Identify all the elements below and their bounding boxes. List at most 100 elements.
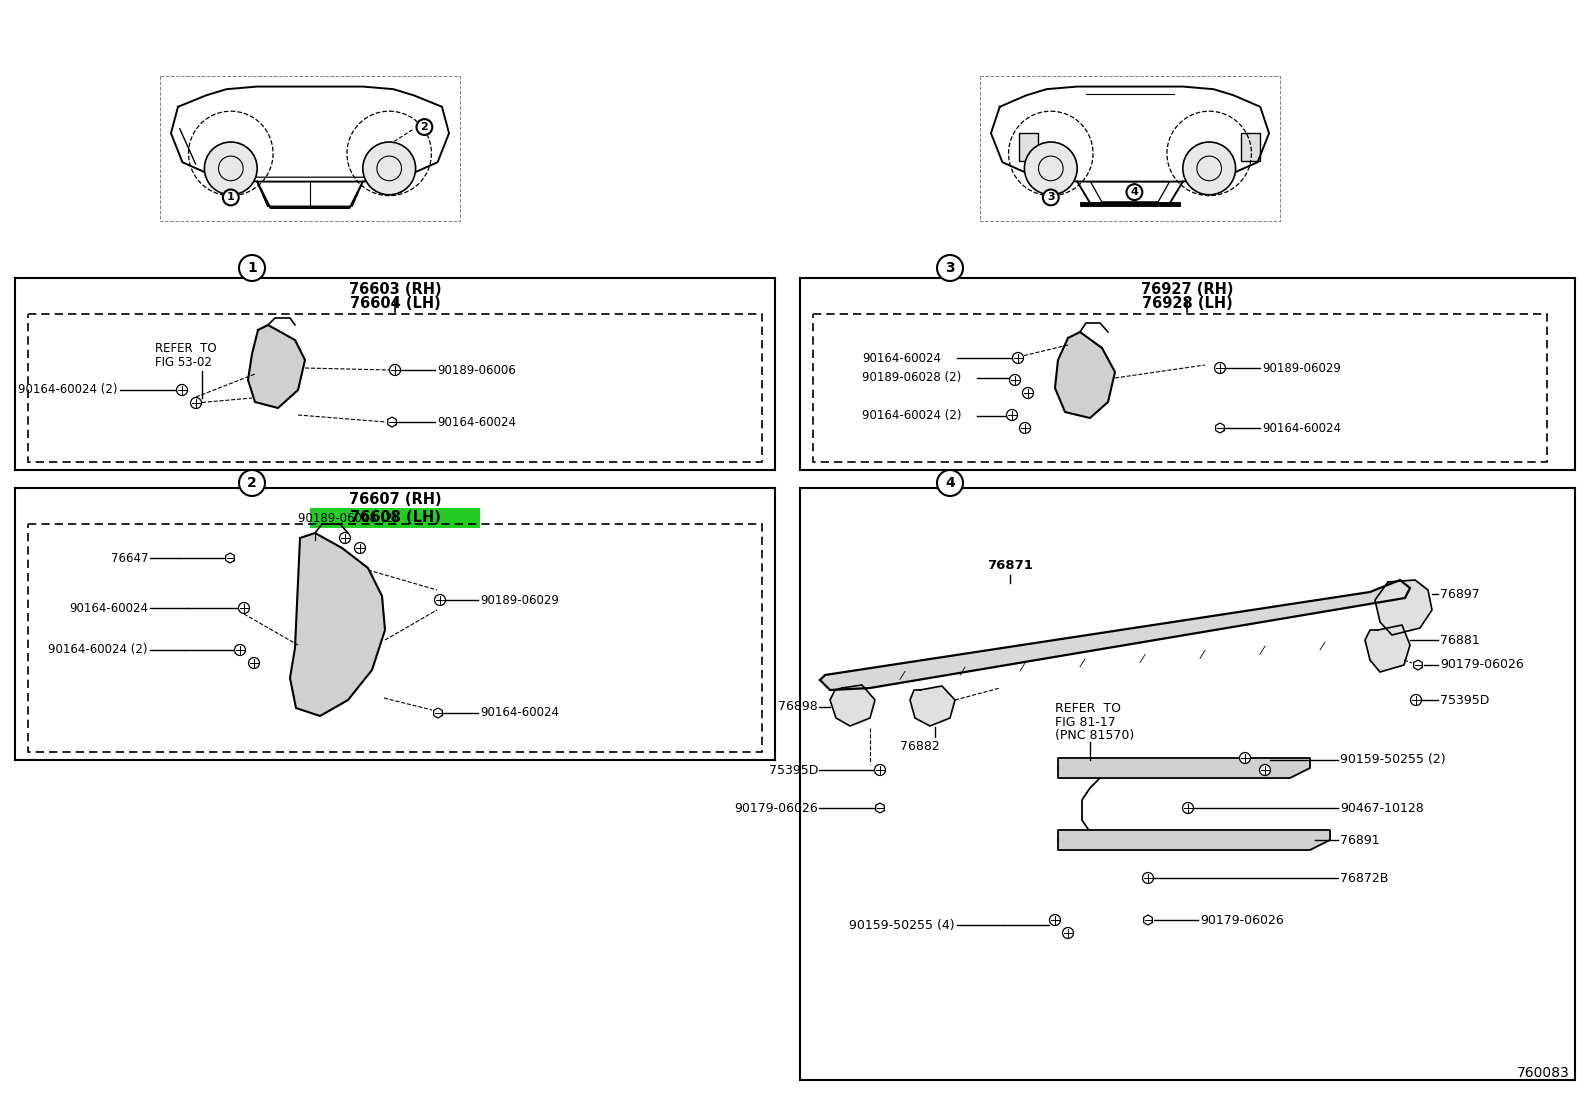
Circle shape <box>1013 353 1024 364</box>
Circle shape <box>938 470 963 496</box>
Text: 76927 (RH): 76927 (RH) <box>1141 281 1234 297</box>
Bar <box>310 508 481 528</box>
Polygon shape <box>1143 915 1153 925</box>
Polygon shape <box>829 685 876 726</box>
Circle shape <box>1183 802 1194 813</box>
Bar <box>1240 133 1261 162</box>
Text: 76928 (LH): 76928 (LH) <box>1141 297 1232 311</box>
Polygon shape <box>1216 423 1224 433</box>
Circle shape <box>1143 873 1154 884</box>
Circle shape <box>874 765 885 776</box>
Circle shape <box>239 255 264 281</box>
Circle shape <box>339 533 350 544</box>
Text: FIG 81-17: FIG 81-17 <box>1055 715 1116 729</box>
Circle shape <box>223 189 239 206</box>
Circle shape <box>938 255 963 281</box>
Circle shape <box>177 385 188 396</box>
Circle shape <box>1127 185 1143 200</box>
Text: 76607 (RH): 76607 (RH) <box>349 491 441 507</box>
Circle shape <box>435 595 446 606</box>
Text: (PNC 81570): (PNC 81570) <box>1055 730 1134 743</box>
Polygon shape <box>433 708 443 718</box>
Text: 90189-06006: 90189-06006 <box>436 364 516 377</box>
Polygon shape <box>290 533 385 717</box>
Circle shape <box>239 470 264 496</box>
Polygon shape <box>388 417 396 428</box>
Circle shape <box>1006 410 1017 421</box>
Text: 76882: 76882 <box>899 740 939 753</box>
Text: 90164-60024 (2): 90164-60024 (2) <box>19 384 118 397</box>
Circle shape <box>1043 189 1059 206</box>
Circle shape <box>1240 753 1250 764</box>
Text: 3: 3 <box>946 260 955 275</box>
Circle shape <box>234 644 245 655</box>
Text: 90189-06028 (2): 90189-06028 (2) <box>861 371 962 385</box>
Text: 4: 4 <box>946 476 955 490</box>
Text: 90189-06028 (2): 90189-06028 (2) <box>298 512 398 525</box>
Text: REFER  TO: REFER TO <box>1055 701 1121 714</box>
Bar <box>29 524 763 752</box>
Bar <box>29 314 763 462</box>
Text: 4: 4 <box>1130 187 1138 197</box>
Circle shape <box>355 543 366 554</box>
Text: 90164-60024: 90164-60024 <box>68 601 148 614</box>
Text: 90164-60024: 90164-60024 <box>436 415 516 429</box>
Circle shape <box>1259 765 1270 776</box>
Polygon shape <box>1414 660 1422 670</box>
Circle shape <box>1215 363 1226 374</box>
Circle shape <box>248 657 259 668</box>
Text: 90159-50255 (4): 90159-50255 (4) <box>850 919 955 932</box>
Text: 76872B: 76872B <box>1340 872 1388 885</box>
Text: 90467-10128: 90467-10128 <box>1340 801 1423 814</box>
Text: 2: 2 <box>420 122 428 132</box>
Polygon shape <box>1055 332 1114 418</box>
Text: 1: 1 <box>228 192 234 202</box>
Bar <box>1019 133 1038 162</box>
Text: 90189-06029: 90189-06029 <box>1262 362 1340 375</box>
Circle shape <box>363 142 416 195</box>
Circle shape <box>1183 142 1235 195</box>
Text: 2: 2 <box>247 476 256 490</box>
Polygon shape <box>911 686 955 726</box>
Circle shape <box>1022 388 1033 399</box>
Polygon shape <box>1059 758 1310 778</box>
Polygon shape <box>226 553 234 563</box>
Polygon shape <box>1364 625 1411 671</box>
Text: 1: 1 <box>247 260 256 275</box>
Text: 760083: 760083 <box>1517 1066 1570 1080</box>
Text: 90164-60024: 90164-60024 <box>861 352 941 365</box>
Circle shape <box>1024 142 1078 195</box>
Text: 3: 3 <box>1048 192 1054 202</box>
Polygon shape <box>876 803 884 813</box>
Circle shape <box>1009 375 1020 386</box>
Circle shape <box>1411 695 1422 706</box>
Text: 90164-60024: 90164-60024 <box>1262 422 1340 434</box>
Polygon shape <box>820 580 1411 690</box>
Circle shape <box>417 119 433 135</box>
Polygon shape <box>248 325 306 408</box>
Text: 76871: 76871 <box>987 559 1033 571</box>
Bar <box>814 314 1547 462</box>
Text: 90179-06026: 90179-06026 <box>734 801 818 814</box>
Text: 76608 (LH): 76608 (LH) <box>350 511 441 525</box>
Text: 90164-60024: 90164-60024 <box>481 707 559 720</box>
Circle shape <box>191 398 202 409</box>
Text: 90179-06026: 90179-06026 <box>1441 658 1524 671</box>
Circle shape <box>1062 928 1073 939</box>
Text: 76647: 76647 <box>110 552 148 565</box>
Polygon shape <box>1375 580 1431 635</box>
Circle shape <box>1019 422 1030 433</box>
Text: 76897: 76897 <box>1441 588 1479 600</box>
Text: 90179-06026: 90179-06026 <box>1200 913 1283 926</box>
Circle shape <box>1049 914 1060 925</box>
Polygon shape <box>1059 830 1329 850</box>
Text: 76604 (LH): 76604 (LH) <box>350 297 441 311</box>
Text: REFER  TO: REFER TO <box>154 342 217 355</box>
Text: 76603 (RH): 76603 (RH) <box>349 281 441 297</box>
Text: 90159-50255 (2): 90159-50255 (2) <box>1340 754 1446 766</box>
Text: 75395D: 75395D <box>1441 693 1490 707</box>
Circle shape <box>390 365 401 376</box>
Text: FIG 53-02: FIG 53-02 <box>154 355 212 368</box>
Text: 90189-06029: 90189-06029 <box>481 593 559 607</box>
Text: 76881: 76881 <box>1441 633 1479 646</box>
